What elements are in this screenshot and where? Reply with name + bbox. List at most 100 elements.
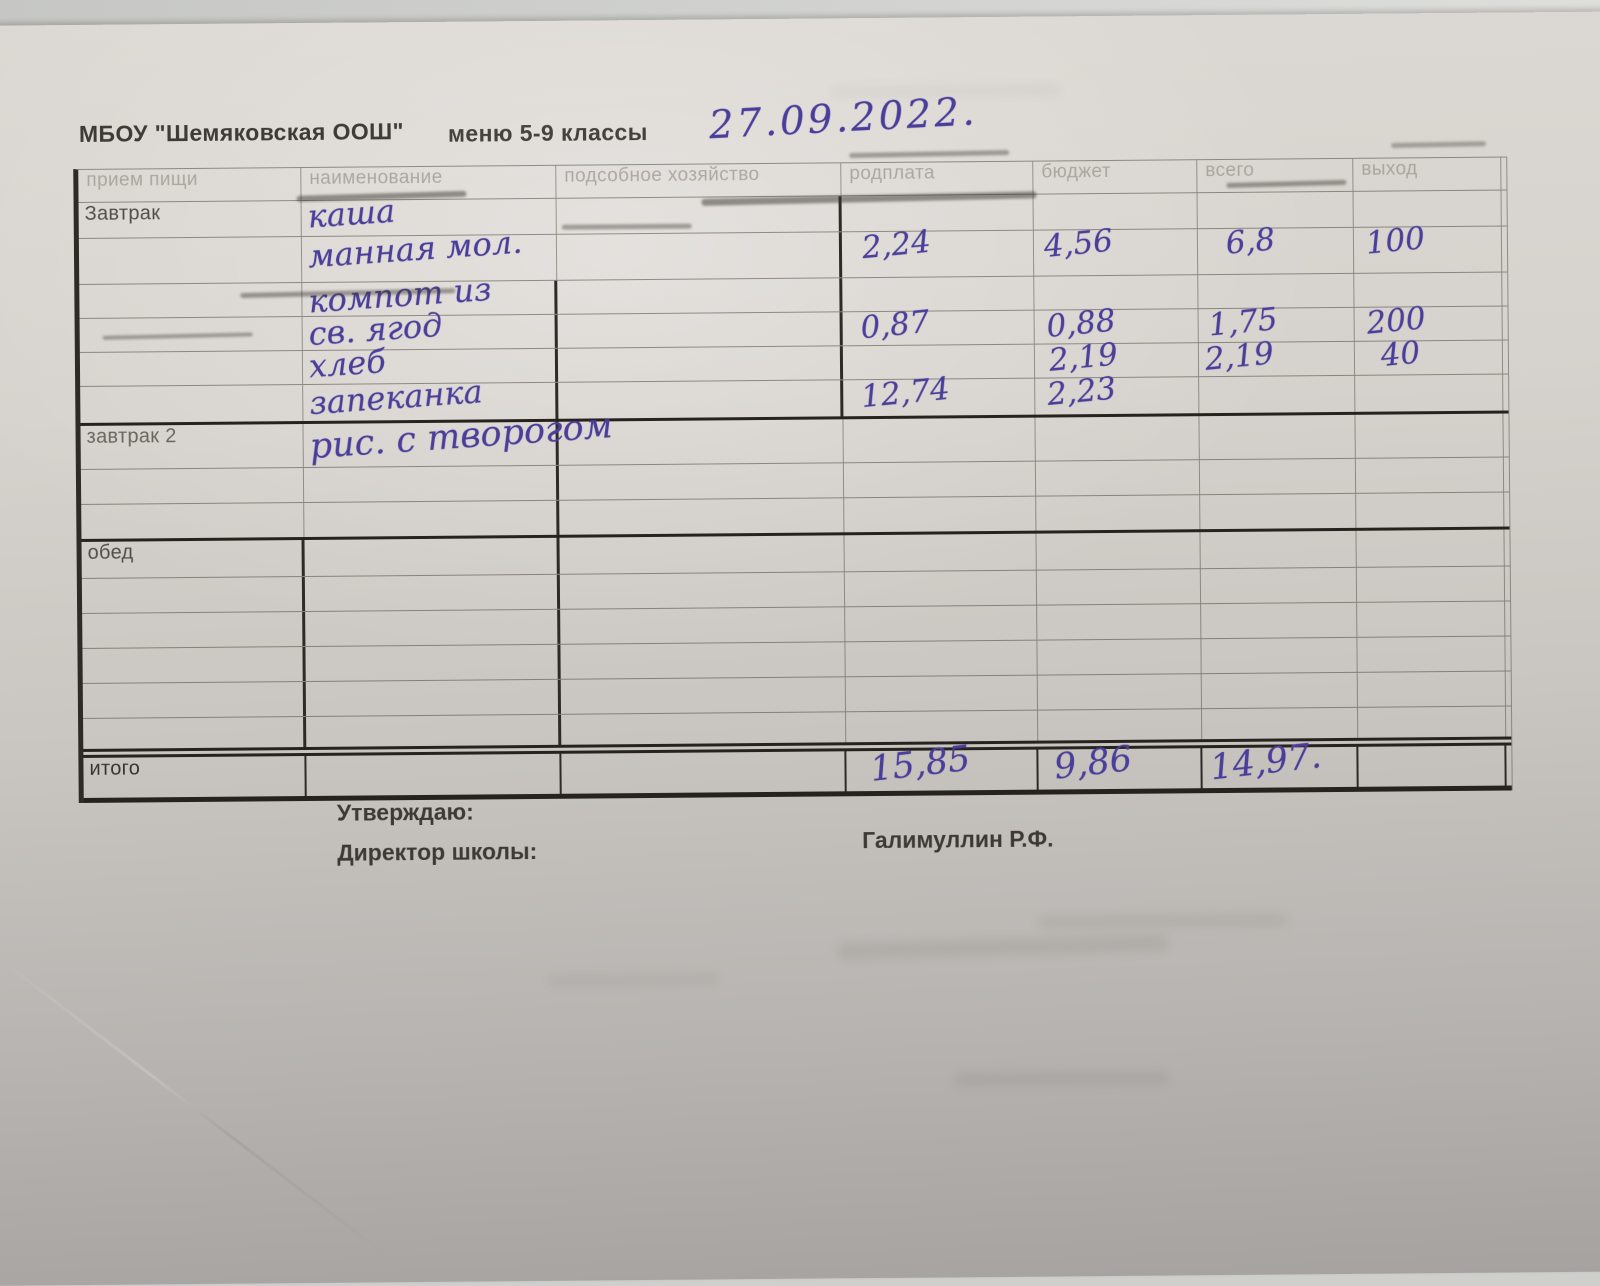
cell [561, 751, 847, 794]
cell [1356, 566, 1506, 602]
cell [81, 503, 305, 539]
document-content: МБОУ "Шемяковская ООШ" меню 5-9 классы 2… [0, 85, 1513, 1258]
cell [1356, 492, 1505, 528]
director-name: Галимуллин Р.Ф. [862, 825, 1054, 854]
grand-total-cell: 14,97. [1202, 736, 1359, 788]
meal-cell: Завтрак [78, 201, 302, 238]
menu-title: меню 5-9 классы [447, 119, 648, 147]
cell [560, 642, 846, 679]
cell [845, 605, 1038, 642]
cell [305, 679, 562, 717]
meal-cell [79, 351, 304, 386]
menu-table: прием пищи наименование подсобное хозяйс… [73, 156, 1513, 803]
cell [1355, 457, 1505, 493]
cell [1197, 191, 1354, 229]
bleed-through [548, 973, 719, 986]
column-header-out: выход [1353, 157, 1502, 191]
cell [1198, 273, 1355, 309]
dish-cell [304, 537, 560, 577]
approve-label: Утверждаю: [336, 798, 474, 826]
out-total-cell [1358, 745, 1507, 787]
cell [560, 607, 846, 644]
cell [304, 500, 560, 538]
cell [557, 278, 843, 314]
cell [1038, 709, 1203, 741]
cell [1201, 602, 1358, 639]
cell [845, 675, 1039, 712]
column-header-total: всего [1197, 158, 1354, 193]
meal-cell: завтрак 2 [80, 424, 304, 469]
column-header-budget: бюджет [1033, 160, 1198, 194]
paper-sheet: МБОУ "Шемяковская ООШ" меню 5-9 классы 2… [0, 10, 1600, 1286]
cell [1354, 272, 1503, 307]
cell [844, 496, 1037, 533]
cell [1036, 495, 1201, 531]
director-label: Директор школы: [337, 837, 538, 866]
cell [1200, 530, 1357, 569]
cell [1037, 674, 1203, 710]
cell [557, 312, 843, 348]
cell [303, 465, 560, 503]
out-cell: 100 [1353, 220, 1503, 273]
bleed-through [830, 85, 1061, 97]
cell [1201, 672, 1358, 709]
column-header-farm: подсобное хозяйство [556, 163, 842, 198]
meal-cell [80, 385, 304, 423]
cell [556, 232, 843, 280]
cell [82, 647, 306, 683]
total-cell: 6,8 [1197, 221, 1355, 275]
cell [1036, 569, 1202, 605]
cell [1035, 416, 1200, 461]
pay-total-cell: 15,85 [846, 739, 1039, 792]
dish-cell [306, 753, 562, 797]
out-cell: 200 [1354, 300, 1503, 342]
cell [1355, 413, 1504, 458]
cell [1033, 193, 1198, 230]
bleed-through [954, 1071, 1170, 1087]
cell [842, 276, 1035, 312]
meal-cell [78, 237, 303, 284]
paper-crease [0, 951, 389, 1258]
cell [846, 710, 1039, 743]
total-cell: 1,75 [1198, 301, 1355, 344]
cell [1037, 604, 1202, 640]
cell [843, 461, 1037, 498]
cell [1199, 458, 1357, 495]
out-cell [1355, 374, 1504, 412]
pay-cell: 12,74 [843, 371, 1036, 417]
cell [559, 572, 846, 609]
cell [1200, 493, 1357, 530]
column-header-pay: родплата [841, 161, 1034, 196]
cell [1358, 706, 1507, 738]
dish-cell: рис. с творогом [303, 406, 614, 467]
meal-cell: обед [81, 540, 305, 578]
cell [1035, 460, 1201, 496]
cell [558, 463, 845, 500]
cell [1199, 414, 1356, 460]
cell [83, 717, 307, 749]
cell [1200, 567, 1358, 604]
cell [1356, 529, 1505, 567]
smudge-mark [1391, 141, 1487, 149]
total-cell [1199, 375, 1356, 414]
cell [557, 346, 844, 382]
cell [844, 570, 1038, 607]
cell [1036, 532, 1201, 570]
out-cell: 40 [1354, 335, 1504, 375]
cell [561, 712, 847, 745]
handwritten-date: 27.09.2022. [707, 89, 979, 149]
budget-cell: 2,23 [1035, 370, 1200, 415]
total-cell: 2,19 [1198, 335, 1356, 378]
cell [1357, 671, 1506, 707]
cell [82, 612, 306, 648]
cell [1034, 275, 1199, 310]
cell [82, 682, 307, 718]
pay-cell: 2,24 [841, 224, 1035, 278]
cell [559, 535, 845, 574]
bleed-through [837, 934, 1169, 960]
totals-row: итого 15,85 9,86 14,97. [83, 736, 1512, 803]
budget-total-cell: 9,86 [1038, 739, 1203, 790]
budget-cell: 0,88 [1034, 302, 1199, 345]
cell [1201, 637, 1358, 674]
cell [560, 677, 847, 714]
